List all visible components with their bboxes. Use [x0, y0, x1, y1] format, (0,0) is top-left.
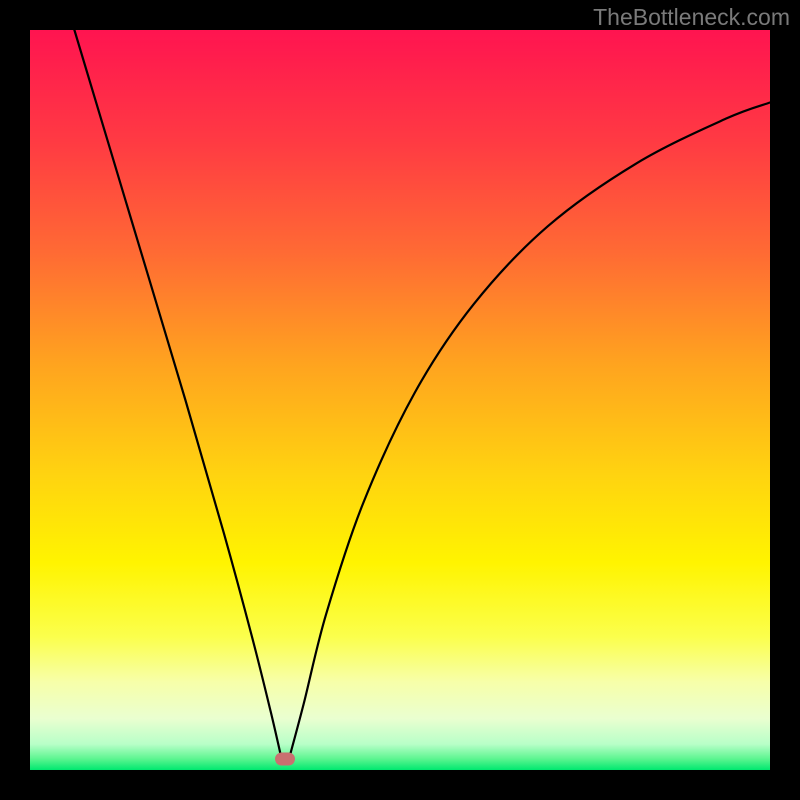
watermark-text: TheBottleneck.com	[593, 4, 790, 31]
chart-background-gradient	[30, 30, 770, 770]
optimal-point-marker	[275, 752, 295, 765]
chart-frame: TheBottleneck.com	[0, 0, 800, 800]
